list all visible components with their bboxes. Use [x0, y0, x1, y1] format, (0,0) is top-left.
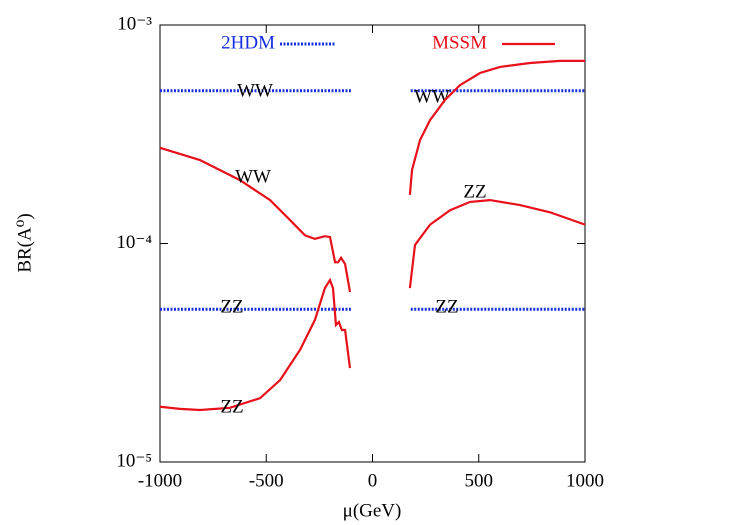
x-tick-label: 0 [368, 470, 378, 491]
series-line [159, 277, 352, 412]
y-tick-label: 10⁻⁴ [116, 232, 152, 253]
legend-label: MSSM [432, 32, 487, 53]
x-axis-label: μ(GeV) [343, 500, 402, 521]
series-line [408, 198, 586, 289]
curve-label: ZZ [463, 181, 486, 202]
y-tick-label: 10⁻³ [117, 13, 152, 34]
x-tick-label: -500 [249, 470, 284, 491]
series-line [159, 146, 352, 293]
legend-label: 2HDM [221, 32, 275, 53]
series-line [408, 59, 585, 195]
curve-label: ZZ [220, 396, 243, 417]
curve-label: WW [237, 80, 273, 101]
x-tick-label: 500 [465, 470, 494, 491]
y-axis-label: BR(A⁰) [14, 213, 35, 272]
x-tick-label: 1000 [566, 470, 604, 491]
curve-label: ZZ [220, 296, 243, 317]
y-tick-label: 10⁻⁵ [116, 450, 152, 471]
curve-label: WW [414, 86, 450, 107]
curve-label: ZZ [435, 296, 458, 317]
x-tick-label: -1000 [138, 470, 182, 491]
curve-label: WW [235, 166, 271, 187]
